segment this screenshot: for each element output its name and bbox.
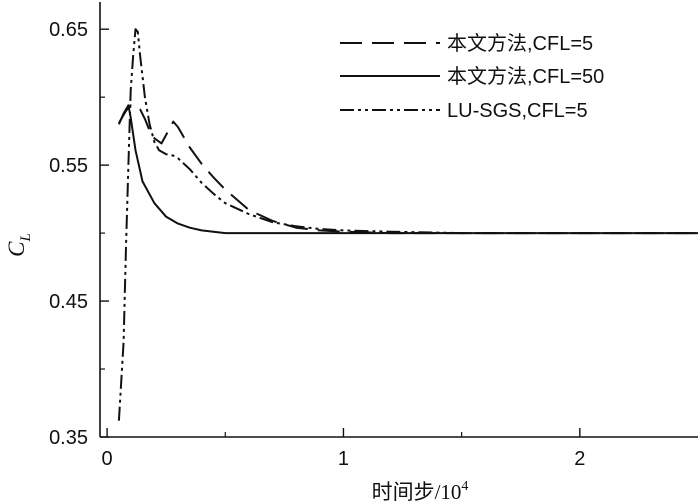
series-lines	[117, 28, 698, 421]
legend-label-3: LU-SGS,CFL=5	[447, 100, 588, 122]
legend-label-2: 本文方法,CFL=50	[447, 65, 604, 88]
y-tick-label: 0.35	[49, 427, 88, 449]
legend-label-1: 本文方法,CFL=5	[447, 32, 593, 55]
y-axis-title-subscript: L	[18, 233, 34, 242]
axes: 0.35 0.45 0.55 0.65 0 1 2	[49, 2, 698, 470]
series-line-3	[117, 28, 698, 421]
y-tick-label: 0.65	[49, 19, 88, 41]
series-line-1	[118, 104, 698, 235]
x-axis-title: 时间步/104	[372, 479, 469, 504]
y-axis-title: CL	[4, 233, 34, 257]
x-tick-label: 0	[102, 448, 113, 470]
series-line-2	[117, 104, 698, 235]
y-tick-label: 0.55	[49, 155, 88, 177]
y-tick-label: 0.45	[49, 291, 88, 313]
x-tick-label: 1	[338, 448, 349, 470]
x-axis-title-exponent: 4	[461, 479, 468, 494]
legend: 本文方法,CFL=5 本文方法,CFL=50 LU-SGS,CFL=5	[340, 32, 604, 122]
x-tick-label: 2	[574, 448, 585, 470]
axis-labels: 时间步/104 CL	[4, 233, 468, 504]
